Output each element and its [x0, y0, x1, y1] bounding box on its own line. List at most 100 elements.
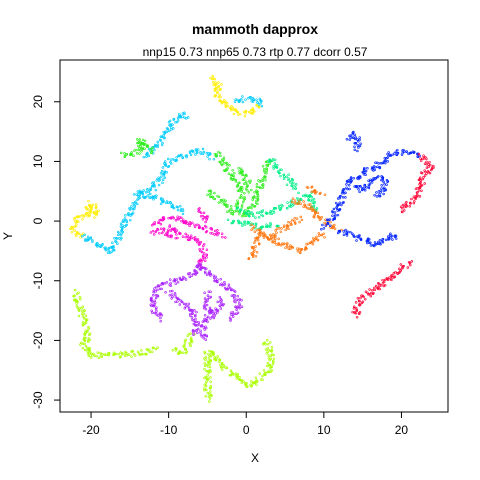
data-point — [204, 388, 208, 392]
data-point — [323, 235, 326, 239]
data-point — [130, 205, 133, 208]
data-point — [159, 202, 163, 206]
data-point — [265, 163, 268, 167]
data-point — [357, 235, 361, 238]
data-point — [161, 178, 165, 181]
data-point — [111, 241, 114, 244]
data-point — [373, 286, 376, 290]
data-point — [171, 227, 174, 230]
data-point — [194, 273, 197, 276]
data-point — [197, 240, 200, 244]
data-point — [350, 179, 353, 183]
data-point — [85, 208, 88, 211]
data-point — [261, 234, 265, 237]
data-point — [119, 151, 123, 155]
data-point — [290, 184, 293, 188]
data-point — [178, 276, 182, 280]
data-points — [69, 74, 435, 403]
data-point — [142, 155, 145, 159]
data-point — [148, 188, 152, 192]
data-point — [342, 188, 346, 191]
data-point — [251, 100, 255, 103]
data-point — [302, 200, 305, 203]
data-point — [382, 189, 386, 193]
data-point — [87, 212, 90, 215]
data-point — [258, 97, 262, 101]
data-point — [313, 216, 316, 219]
data-point — [388, 153, 392, 157]
data-point — [367, 293, 370, 296]
data-point — [363, 189, 367, 192]
data-point — [268, 367, 272, 370]
data-point — [240, 190, 244, 193]
data-point — [272, 167, 275, 170]
data-point — [169, 161, 172, 164]
data-point — [189, 222, 193, 226]
data-point — [83, 233, 86, 237]
data-point — [296, 249, 300, 253]
data-point — [204, 356, 208, 359]
data-point — [206, 294, 210, 297]
data-point — [417, 189, 421, 192]
data-point — [176, 215, 179, 218]
data-point — [232, 112, 236, 116]
data-point — [354, 136, 358, 139]
data-point — [310, 195, 314, 199]
series-6 — [149, 263, 244, 341]
data-point — [274, 229, 277, 232]
data-point — [140, 150, 143, 153]
data-point — [193, 309, 196, 312]
data-point — [239, 171, 243, 175]
data-point — [291, 197, 295, 200]
data-point — [372, 165, 376, 168]
data-point — [176, 208, 180, 212]
data-point — [179, 209, 183, 212]
data-point — [141, 195, 145, 198]
data-point — [186, 304, 190, 308]
data-point — [228, 106, 232, 110]
data-point — [331, 214, 334, 218]
data-point — [129, 218, 132, 222]
data-point — [280, 242, 284, 245]
data-point — [227, 285, 230, 289]
data-point — [185, 117, 188, 120]
data-point — [268, 341, 272, 344]
data-point — [240, 215, 244, 218]
data-point — [162, 227, 166, 231]
data-point — [200, 335, 204, 338]
data-point — [130, 355, 133, 358]
data-point — [250, 97, 253, 100]
data-point — [288, 204, 291, 207]
data-point — [139, 191, 142, 194]
data-point — [199, 263, 203, 266]
data-point — [320, 233, 323, 237]
data-point — [396, 151, 400, 155]
data-point — [138, 193, 142, 197]
data-point — [172, 279, 175, 283]
data-point — [84, 239, 87, 242]
data-point — [244, 181, 247, 185]
data-point — [113, 237, 116, 240]
data-point — [170, 297, 173, 300]
data-point — [341, 195, 345, 199]
data-point — [383, 278, 387, 282]
data-point — [273, 158, 277, 162]
data-point — [401, 149, 404, 152]
data-point — [240, 299, 243, 302]
data-point — [235, 185, 239, 188]
data-point — [273, 162, 277, 165]
data-point — [295, 217, 299, 220]
data-point — [269, 370, 273, 373]
data-point — [158, 218, 161, 222]
data-point — [290, 200, 294, 204]
data-point — [196, 323, 199, 327]
data-point — [163, 160, 167, 163]
data-point — [289, 247, 292, 251]
data-point — [168, 119, 172, 123]
data-point — [88, 333, 91, 337]
data-point — [421, 157, 424, 161]
data-point — [79, 343, 82, 346]
data-point — [358, 138, 361, 142]
data-point — [429, 163, 432, 167]
y-tick-label: -10 — [31, 272, 45, 290]
